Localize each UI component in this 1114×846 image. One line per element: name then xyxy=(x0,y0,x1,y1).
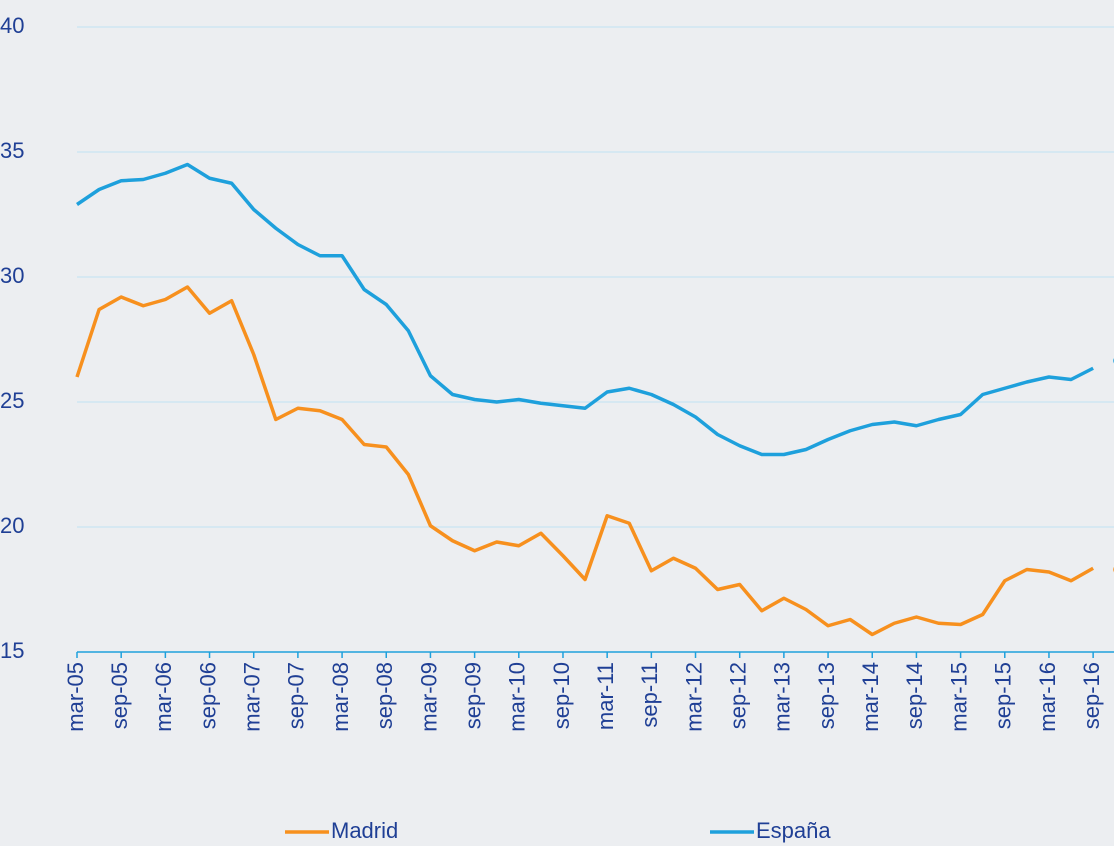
y-tick-label: 35 xyxy=(0,138,24,163)
x-tick-label: sep-15 xyxy=(991,662,1016,729)
y-tick-label: 30 xyxy=(0,263,24,288)
x-tick-label: mar-15 xyxy=(946,662,971,732)
y-tick-label: 25 xyxy=(0,388,24,413)
y-tick-label: 15 xyxy=(0,638,24,663)
x-tick-label: sep-08 xyxy=(372,662,397,729)
x-tick-label: sep-14 xyxy=(902,662,927,729)
x-tick-label: mar-14 xyxy=(858,662,883,732)
x-tick-label: sep-12 xyxy=(726,662,751,729)
x-tick-label: sep-07 xyxy=(284,662,309,729)
series-line xyxy=(76,162,1094,457)
y-tick-label: 20 xyxy=(0,513,24,538)
x-tick-label: mar-08 xyxy=(328,662,353,732)
x-tick-label: mar-10 xyxy=(505,662,530,732)
x-tick-label: sep-06 xyxy=(195,662,220,729)
x-tick-label: sep-11 xyxy=(637,662,662,728)
y-tick-label: 40 xyxy=(0,13,24,38)
x-tick-label: mar-09 xyxy=(416,662,441,732)
x-tick-label: sep-10 xyxy=(549,662,574,729)
x-tick-label: mar-12 xyxy=(681,662,706,732)
x-tick-label: mar-06 xyxy=(151,662,176,732)
x-tick-label: sep-16 xyxy=(1079,662,1104,729)
x-tick-label: mar-13 xyxy=(770,662,795,732)
x-tick-label: sep-09 xyxy=(460,662,485,729)
x-tick-label: mar-11 xyxy=(593,662,618,730)
x-tick-label: sep-13 xyxy=(814,662,839,729)
x-tick-label: sep-05 xyxy=(107,662,132,729)
series-line xyxy=(75,285,1095,637)
x-tick-label: mar-05 xyxy=(63,662,88,732)
x-tick-label: mar-07 xyxy=(240,662,265,732)
legend-label: Madrid xyxy=(331,818,398,843)
x-tick-label: mar-16 xyxy=(1035,662,1060,732)
legend-label: España xyxy=(756,818,831,843)
